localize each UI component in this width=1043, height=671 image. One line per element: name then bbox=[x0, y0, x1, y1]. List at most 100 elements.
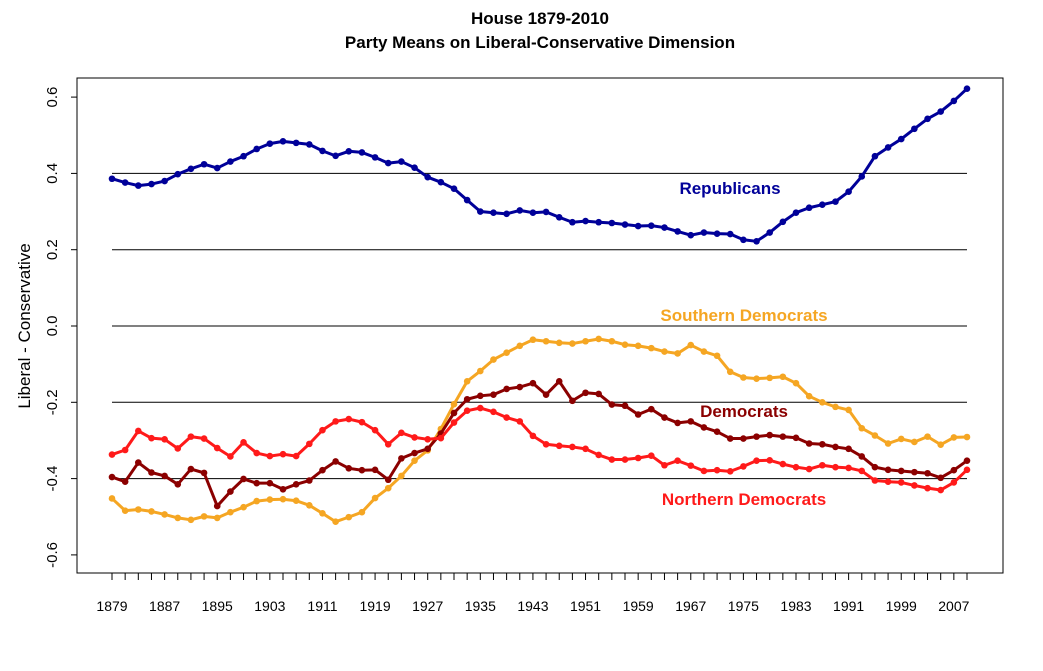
northern-democrats-point bbox=[845, 464, 852, 472]
northern-democrats-point bbox=[753, 457, 760, 464]
y-tick-label: -0.4 bbox=[44, 466, 61, 492]
southern-democrats-point bbox=[726, 368, 734, 376]
republicans-point bbox=[648, 222, 655, 229]
democrats-point bbox=[753, 433, 760, 440]
republicans-point bbox=[911, 125, 918, 133]
northern-democrats-point bbox=[542, 440, 550, 448]
democrats-point bbox=[108, 473, 116, 481]
northern-democrats-point bbox=[555, 442, 563, 450]
republicans-point bbox=[437, 178, 445, 186]
democrats-point bbox=[266, 479, 274, 487]
democrats-point bbox=[713, 428, 721, 435]
southern-democrats-point bbox=[187, 516, 195, 524]
southern-democrats-point bbox=[161, 511, 168, 518]
northern-democrats-point bbox=[384, 440, 392, 448]
republicans-point bbox=[832, 198, 839, 205]
y-tick-label: -0.6 bbox=[44, 542, 61, 568]
northern-democrats-line bbox=[111, 406, 969, 492]
republicans-line bbox=[111, 87, 969, 243]
democrats-point bbox=[411, 449, 418, 457]
northern-democrats-point bbox=[135, 427, 142, 435]
series-labels: Republicans Southern Democrats Democrats No… bbox=[660, 179, 827, 509]
republicans-point bbox=[792, 209, 800, 216]
southern-democrats-point bbox=[135, 506, 142, 513]
southern-democrats-point bbox=[384, 484, 392, 492]
republicans-point bbox=[937, 108, 944, 115]
southern-democrats-point bbox=[871, 432, 879, 439]
democrats-point bbox=[253, 479, 260, 487]
democrats-point bbox=[306, 477, 313, 484]
republicans-point bbox=[411, 164, 418, 171]
northern-democrats-point bbox=[411, 434, 418, 441]
southern-democrats-point bbox=[240, 503, 247, 511]
northern-democrats-point bbox=[634, 454, 642, 462]
northern-democrats-point bbox=[187, 433, 195, 440]
x-axis: 1879 1887 1895 1903 1911 1919 1927 1935 1943 1951… bbox=[96, 572, 970, 614]
democrats-point bbox=[463, 395, 471, 403]
republicans-point bbox=[858, 173, 866, 180]
northern-democrats-point bbox=[726, 468, 734, 475]
northern-democrats-point bbox=[884, 478, 892, 485]
northern-democrats-point bbox=[661, 461, 668, 469]
republicans-point bbox=[213, 164, 221, 172]
southern-democrats-point bbox=[503, 349, 510, 357]
republicans-point bbox=[358, 149, 366, 156]
democrats-point bbox=[135, 459, 142, 466]
democrats-point bbox=[384, 476, 392, 484]
republicans-point bbox=[634, 222, 642, 230]
northern-democrats-point bbox=[200, 435, 208, 442]
republicans-point bbox=[332, 152, 339, 160]
democrats-point bbox=[332, 458, 339, 465]
southern-democrats-point bbox=[766, 374, 773, 382]
y-tick-label: 0.6 bbox=[44, 87, 61, 108]
republicans-point bbox=[845, 188, 852, 196]
southern-democrats-label: Southern Democrats bbox=[660, 306, 827, 325]
x-tick-label: 1879 bbox=[96, 598, 127, 614]
x-tick-label: 1935 bbox=[465, 598, 496, 614]
republicans-point bbox=[595, 218, 602, 226]
democrats-point bbox=[634, 411, 642, 418]
republicans-point bbox=[516, 207, 524, 214]
southern-democrats-point bbox=[963, 433, 971, 441]
northern-democrats-point bbox=[319, 426, 326, 434]
x-tick-label: 1983 bbox=[780, 598, 811, 614]
x-tick-label: 1959 bbox=[623, 598, 654, 614]
southern-democrats-point bbox=[819, 399, 826, 406]
democrats-point bbox=[542, 391, 550, 398]
southern-democrats-point bbox=[266, 496, 274, 503]
democrats-point bbox=[187, 465, 195, 473]
northern-democrats-point bbox=[424, 436, 431, 443]
southern-democrats-point bbox=[253, 497, 260, 505]
democrats-point bbox=[792, 434, 800, 442]
republicans-label: Republicans bbox=[679, 179, 780, 198]
democrats-point bbox=[174, 481, 182, 488]
northern-democrats-point bbox=[766, 456, 773, 464]
republicans-point bbox=[135, 182, 142, 189]
southern-democrats-point bbox=[332, 518, 339, 526]
republicans-point bbox=[779, 218, 787, 226]
northern-democrats-point bbox=[227, 453, 234, 460]
northern-democrats-point bbox=[345, 415, 353, 423]
northern-democrats-point bbox=[950, 479, 958, 486]
northern-democrats-point bbox=[911, 482, 918, 489]
republicans-point bbox=[621, 221, 629, 228]
y-tick-label: 0.4 bbox=[44, 163, 61, 184]
republicans-point bbox=[266, 140, 274, 147]
southern-democrats-point bbox=[845, 406, 852, 414]
republicans-point bbox=[582, 217, 589, 225]
democrats-point bbox=[661, 414, 668, 421]
southern-democrats-point bbox=[108, 495, 116, 502]
democrats-point bbox=[121, 478, 129, 485]
northern-democrats-point bbox=[608, 456, 616, 463]
democrats-point bbox=[924, 469, 931, 477]
republicans-point bbox=[805, 204, 813, 212]
northern-democrats-point bbox=[292, 452, 300, 460]
democrats-point bbox=[766, 431, 773, 439]
southern-democrats-point bbox=[897, 435, 905, 443]
republicans-point bbox=[306, 141, 313, 148]
democrats-point bbox=[687, 418, 695, 425]
democrats-point bbox=[161, 472, 168, 480]
northern-democrats-point bbox=[700, 467, 708, 475]
democrats-point bbox=[503, 385, 510, 393]
y-tick-label: 0.0 bbox=[44, 316, 61, 337]
